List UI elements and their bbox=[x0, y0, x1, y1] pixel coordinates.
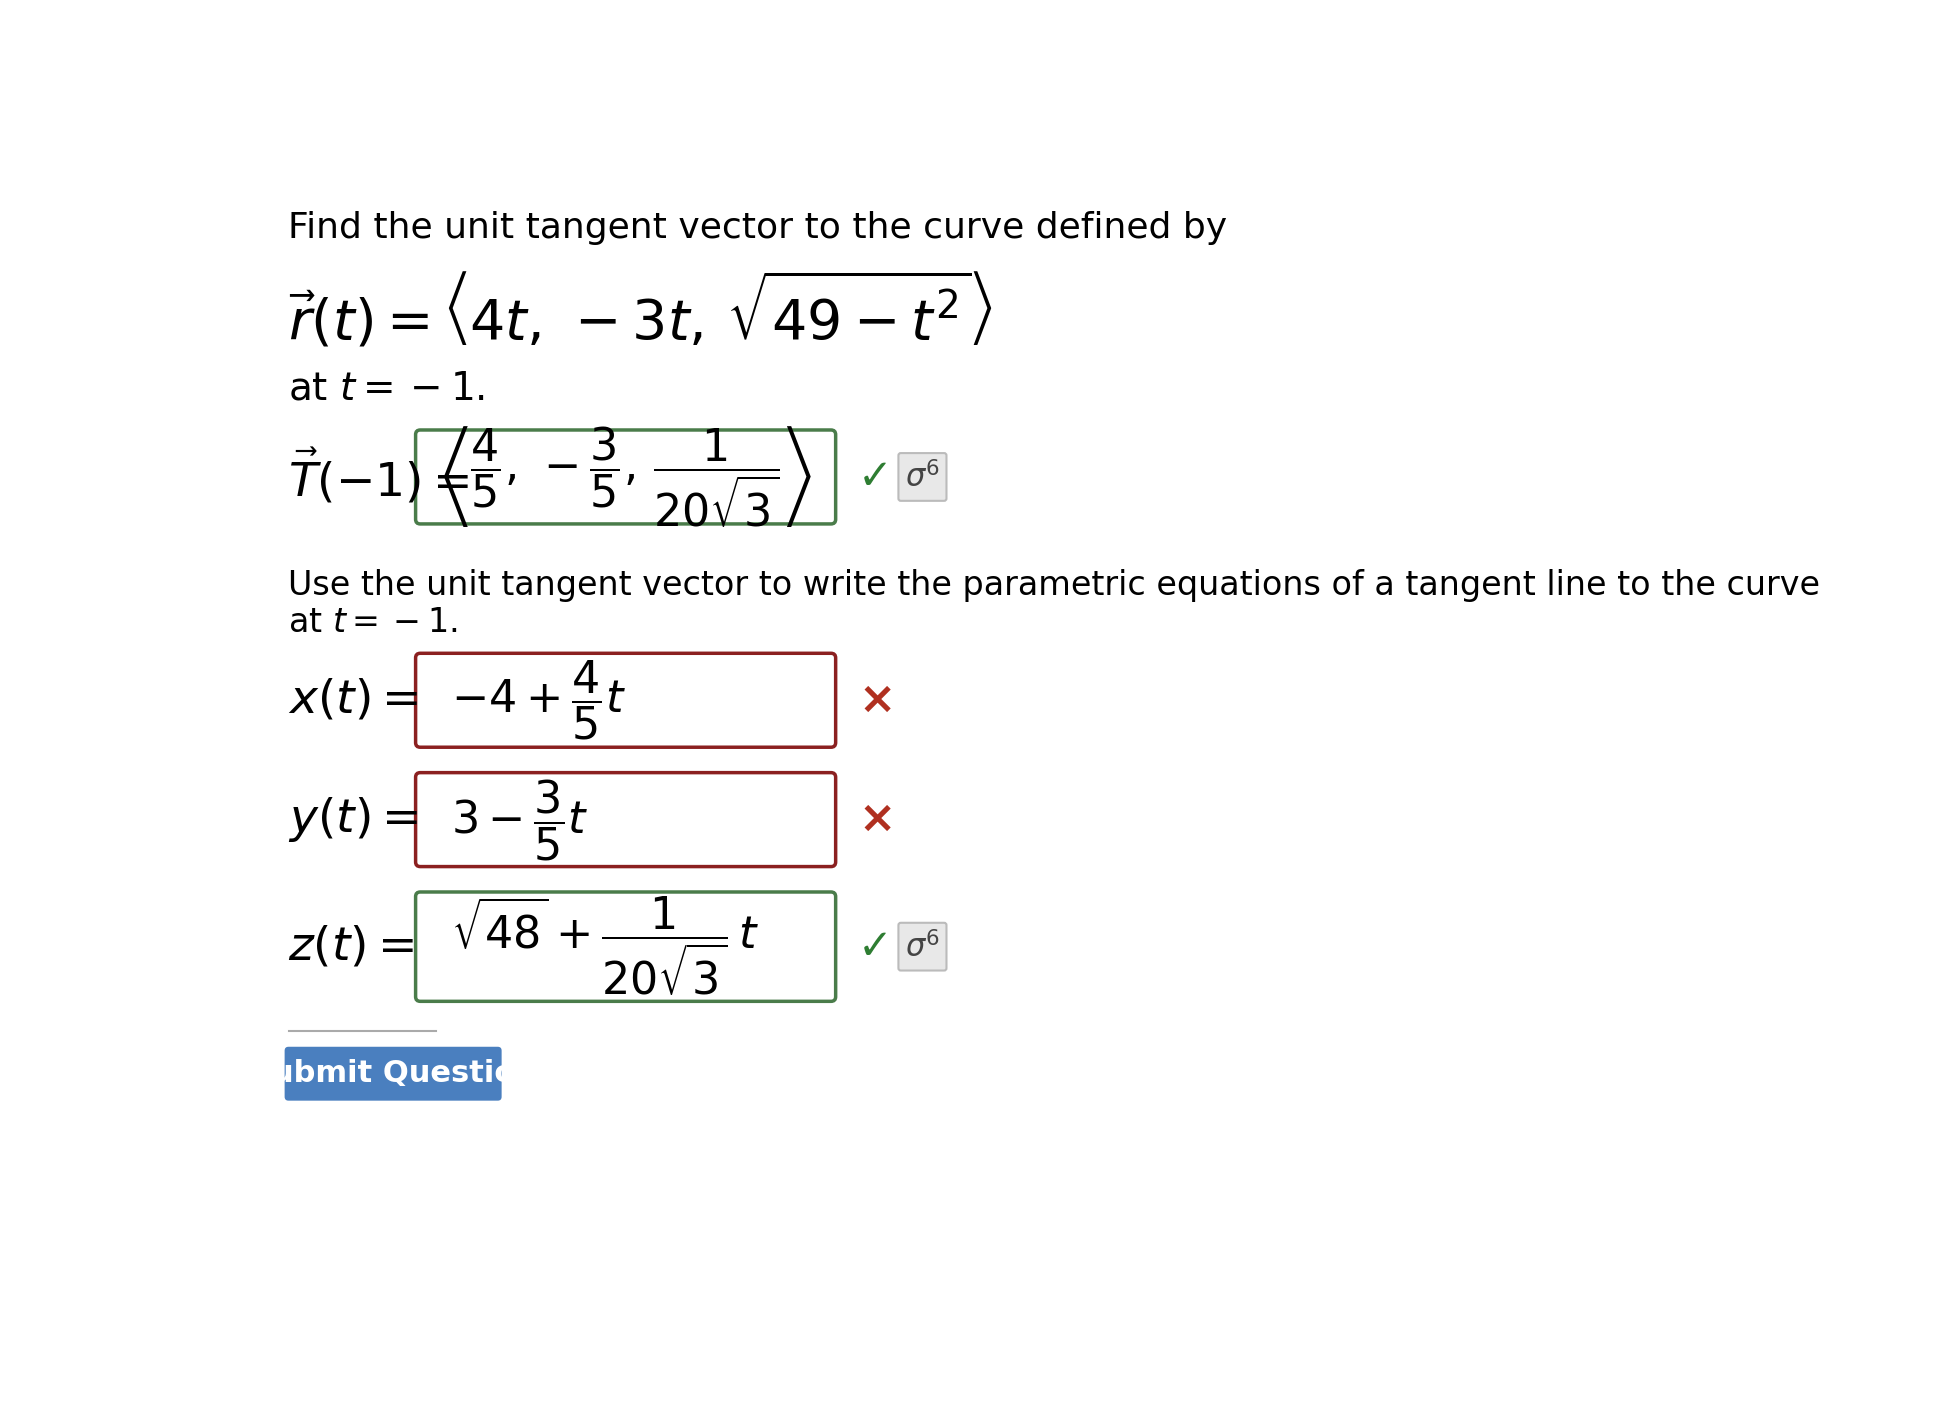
FancyBboxPatch shape bbox=[285, 1046, 501, 1101]
Text: Submit Question: Submit Question bbox=[250, 1059, 536, 1088]
FancyBboxPatch shape bbox=[416, 429, 836, 524]
FancyBboxPatch shape bbox=[898, 922, 947, 970]
Text: $y(t) = $: $y(t) = $ bbox=[288, 796, 418, 845]
FancyBboxPatch shape bbox=[416, 653, 836, 748]
Text: $x(t) = $: $x(t) = $ bbox=[288, 677, 418, 722]
Text: at $t = -1$.: at $t = -1$. bbox=[288, 369, 486, 407]
Text: ✓: ✓ bbox=[858, 456, 892, 498]
Text: $\vec{T}(-1) = $: $\vec{T}(-1) = $ bbox=[288, 448, 470, 507]
Text: $\left\langle \dfrac{4}{5},\, -\dfrac{3}{5},\, \dfrac{1}{20\sqrt{3}} \right\rang: $\left\langle \dfrac{4}{5},\, -\dfrac{3}… bbox=[439, 424, 813, 529]
FancyBboxPatch shape bbox=[416, 893, 836, 1001]
Text: $\sqrt{48} + \dfrac{1}{20\sqrt{3}}\,t$: $\sqrt{48} + \dfrac{1}{20\sqrt{3}}\,t$ bbox=[451, 895, 759, 998]
Text: ×: × bbox=[858, 679, 894, 722]
Text: ✓: ✓ bbox=[858, 925, 892, 967]
Text: Find the unit tangent vector to the curve defined by: Find the unit tangent vector to the curv… bbox=[288, 211, 1227, 245]
FancyBboxPatch shape bbox=[416, 773, 836, 866]
Text: $\sigma^6$: $\sigma^6$ bbox=[904, 931, 941, 963]
Text: Use the unit tangent vector to write the parametric equations of a tangent line : Use the unit tangent vector to write the… bbox=[288, 569, 1820, 603]
Text: at $t = -1$.: at $t = -1$. bbox=[288, 607, 459, 639]
Text: $z(t) = $: $z(t) = $ bbox=[288, 924, 414, 969]
Text: $-4 + \dfrac{4}{5}t$: $-4 + \dfrac{4}{5}t$ bbox=[451, 659, 625, 742]
Text: ×: × bbox=[858, 798, 894, 841]
Text: $3 - \dfrac{3}{5}t$: $3 - \dfrac{3}{5}t$ bbox=[451, 777, 589, 863]
FancyBboxPatch shape bbox=[898, 453, 947, 501]
Text: $\sigma^6$: $\sigma^6$ bbox=[904, 460, 941, 493]
Text: $\vec{r}(t) = \left\langle 4t,\, -3t,\, \sqrt{49 - t^2}\right\rangle$: $\vec{r}(t) = \left\langle 4t,\, -3t,\, … bbox=[288, 272, 993, 352]
